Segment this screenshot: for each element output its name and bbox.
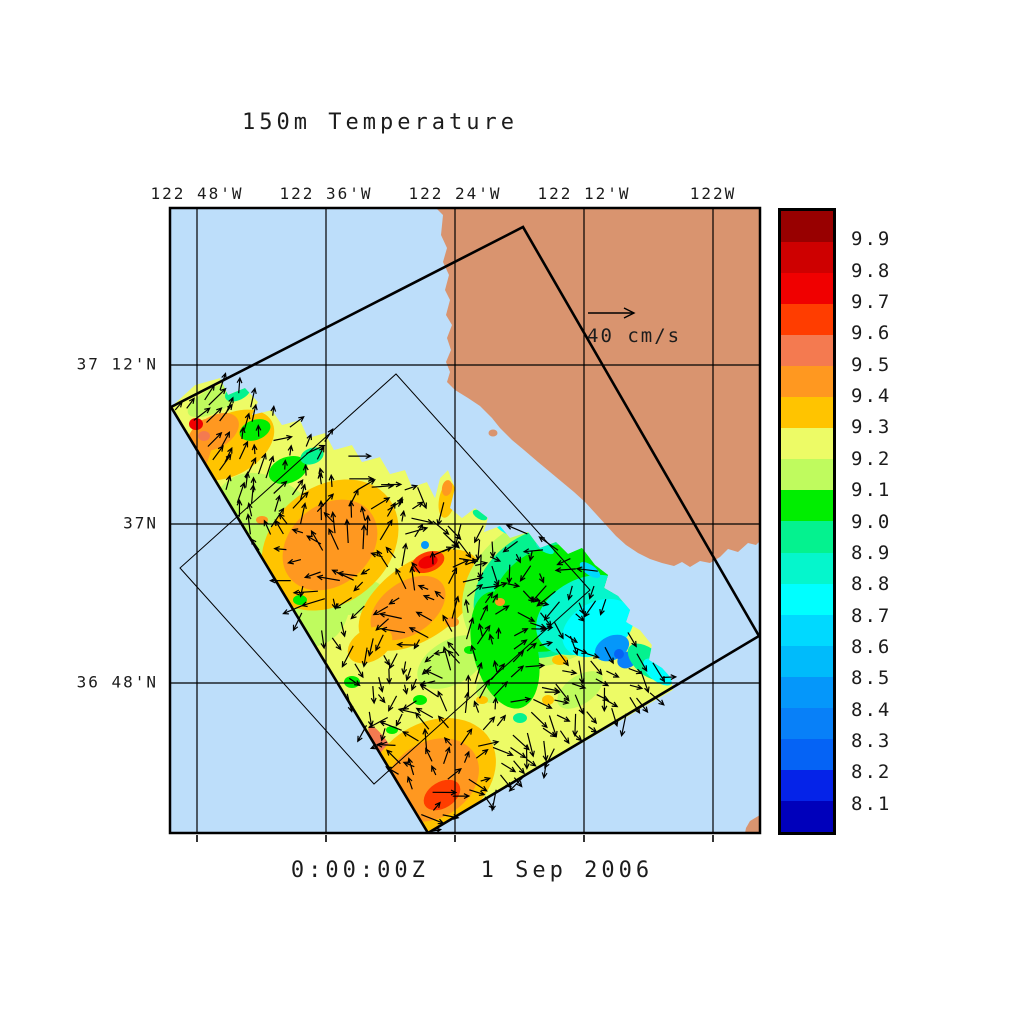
colorbar-tick-label: 8.7	[851, 604, 892, 627]
contour-blob	[282, 499, 378, 591]
contour-blob	[268, 455, 308, 485]
temperature-colorbar	[778, 208, 836, 835]
colorbar-tick-label: 9.3	[851, 416, 892, 439]
top-axis-label: 122 12'W	[537, 184, 631, 203]
south-coast-landmass	[745, 815, 760, 833]
colorbar-tick-label: 9.9	[851, 228, 892, 251]
contour-blob	[293, 595, 307, 605]
colorbar-segment	[781, 552, 833, 584]
vector-scale-label: 40 cm/s	[587, 325, 682, 347]
colorbar-segment	[781, 521, 833, 553]
graticule	[170, 208, 760, 833]
colorbar-tick-label: 8.8	[851, 573, 892, 596]
top-axis-label: 122 48'W	[150, 184, 244, 203]
colorbar-segment	[781, 428, 833, 460]
contour-blob	[347, 626, 393, 664]
contour-blob	[513, 713, 527, 723]
land-group	[436, 208, 760, 833]
contour-blob	[198, 431, 210, 441]
vector-scale-arrow	[588, 307, 636, 319]
contour-blob	[239, 419, 271, 441]
colorbar-segment	[781, 304, 833, 336]
top-axis-label: 122W	[689, 184, 737, 203]
contour-blob	[470, 591, 540, 709]
colorbar-segment	[781, 335, 833, 367]
colorbar-segment	[781, 366, 833, 398]
contour-blob	[300, 447, 324, 465]
colorbar-tick-label: 8.3	[851, 729, 892, 752]
california-coast-landmass	[436, 208, 760, 567]
contour-blob	[472, 509, 488, 521]
colorbar-segment	[781, 769, 833, 801]
colorbar-segment	[781, 459, 833, 491]
colorbar-tick-label: 9.5	[851, 353, 892, 376]
colorbar-tick-label: 8.5	[851, 667, 892, 690]
contour-blob	[370, 575, 446, 641]
left-axis-label: 36 48'N	[76, 672, 158, 692]
contour-blob	[423, 779, 461, 811]
colorbar-segment	[781, 397, 833, 429]
contour-blob	[614, 649, 624, 659]
velocity-vector-arrows	[174, 372, 678, 834]
velocity-arrow-strokes	[174, 372, 678, 834]
colorbar-segment	[781, 738, 833, 770]
contour-blob	[476, 696, 488, 704]
contour-blob	[386, 726, 398, 734]
colorbar-segment	[781, 800, 833, 832]
colorbar-tick-label: 9.6	[851, 322, 892, 345]
colorbar-tick-label: 8.2	[851, 761, 892, 784]
axis-ticks	[196, 835, 714, 842]
timestamp-label: 0:00:00Z 1 Sep 2006	[290, 858, 654, 883]
top-axis-label: 122 36'W	[279, 184, 373, 203]
colorbar-tick-label: 9.2	[851, 447, 892, 470]
contour-blob	[413, 695, 427, 705]
colorbar-segment	[781, 583, 833, 615]
colorbar-tick-label: 9.7	[851, 291, 892, 314]
colorbar-segment	[781, 242, 833, 274]
colorbar-tick-label: 9.4	[851, 385, 892, 408]
colorbar-tick-label: 9.0	[851, 510, 892, 533]
colorbar-tick-label: 9.8	[851, 259, 892, 282]
colorbar-segment	[781, 490, 833, 522]
colorbar-segment	[781, 211, 833, 243]
left-axis-label: 37 12'N	[76, 354, 158, 374]
colorbar-segment	[781, 707, 833, 739]
colorbar-segment	[781, 614, 833, 646]
colorbar-tick-label: 8.6	[851, 635, 892, 658]
coastal-islet	[488, 429, 498, 437]
top-axis-label: 122 24'W	[408, 184, 502, 203]
contour-blob	[189, 418, 203, 430]
colorbar-tick-label: 8.4	[851, 698, 892, 721]
colorbar-tick-label: 8.9	[851, 541, 892, 564]
left-axis-label: 37N	[123, 513, 158, 533]
colorbar-segment	[781, 676, 833, 708]
plot-frame	[168, 206, 762, 835]
contour-blob	[421, 541, 429, 549]
contour-blob	[441, 480, 453, 496]
plot-title: 150m Temperature	[242, 110, 518, 135]
colorbar-segment	[781, 645, 833, 677]
colorbar-tick-label: 9.1	[851, 479, 892, 502]
colorbar-tick-label: 8.1	[851, 792, 892, 815]
contour-blob	[542, 695, 554, 705]
colorbar-segment	[781, 273, 833, 305]
